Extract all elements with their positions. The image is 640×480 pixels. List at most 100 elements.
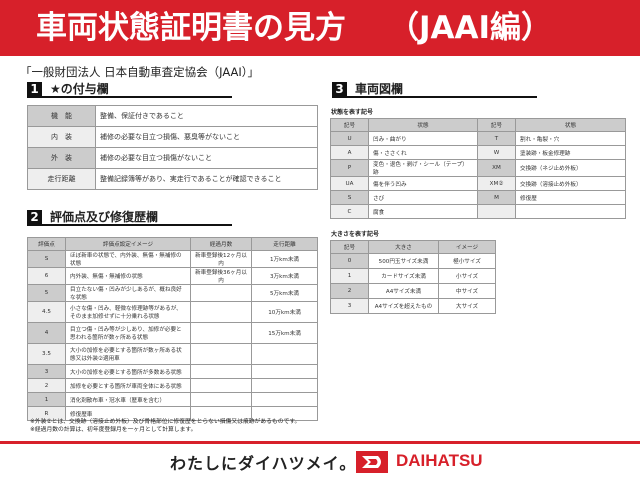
table-cell: 凹み・曲がり — [368, 131, 478, 146]
divider — [0, 441, 640, 444]
table-cell: A — [330, 145, 369, 160]
table-cell: 3 — [27, 364, 66, 379]
table-cell: 評価点 — [27, 237, 66, 251]
table-cell: 傷・ささくれ — [368, 145, 478, 160]
table-cell: 2 — [27, 378, 66, 393]
table-row: UA 傷を伴う凹み XM② 交換跡（溶接止め外板） — [330, 176, 626, 191]
table-row: 4 目立つ傷・凹み等が少しあり、加修が必要と思われる箇所が数ヶ所ある状態 15万km… — [27, 322, 318, 344]
table-cell: 3 — [330, 298, 369, 314]
table-row: 3 大小の加修を必要とする箇所が多数ある状態 — [27, 364, 318, 379]
grade-table: 評価点 評価点設定イメージ 経過月数 走行距離 S ほぼ新車の状態で、内外装、無傷・無補修… — [27, 237, 318, 421]
table-cell: 交換跡（溶接止め外板） — [515, 176, 626, 191]
table-cell: 5 — [27, 284, 66, 302]
table-cell: 走行距離 — [251, 237, 318, 251]
table-cell: 走行距離 — [27, 168, 96, 190]
table-cell: 新車登録後12ヶ月以内 — [190, 250, 252, 268]
table-cell: 機 能 — [27, 105, 96, 127]
table-cell: 状態 — [368, 118, 478, 132]
section-title: 車両図欄 — [355, 82, 404, 96]
table-header: 評価点 評価点設定イメージ 経過月数 走行距離 — [27, 237, 318, 251]
section-number: 1 — [27, 82, 42, 97]
table-cell: 整備記録簿等があり、実走行であることが確認できること — [95, 168, 318, 190]
table-cell: 記号 — [477, 118, 516, 132]
section-title: 評価点及び修復歴欄 — [50, 210, 159, 224]
table-cell: 記号 — [330, 118, 369, 132]
page-title: 車両状態証明書の見方 — [36, 10, 346, 46]
table-cell: 経過月数 — [190, 237, 252, 251]
table-cell: XM② — [477, 176, 516, 191]
table-cell: R — [27, 406, 66, 421]
table-cell — [190, 364, 252, 379]
organization-name: 「一般財団法人 日本自動車査定協会（JAAI）」 — [20, 65, 260, 79]
table-row: 1 消化剤散布車・冠水車（歴車を含む） — [27, 392, 318, 407]
table-cell: 10万km未満 — [251, 301, 318, 323]
table-cell: 大小の加修を必要とする箇所が数ヶ所ある状態又は外装②適用車 — [65, 343, 191, 365]
table-row: 5 目立たない傷・凹みが少しあるが、概ね良好な状態 5万km未満 — [27, 284, 318, 302]
table-cell — [251, 364, 318, 379]
table-row: 6 内外装、無傷・無補修の状態 新車登録後36ヶ月以内 3万km未満 — [27, 267, 318, 285]
page-subtitle: （JAAI編） — [388, 10, 553, 46]
section-title: ★の付与欄 — [50, 82, 109, 96]
table-cell: 補修の必要な目立つ損傷がないこと — [95, 147, 318, 169]
table-header: 記号 状態 記号 状態 — [330, 118, 626, 132]
condition-label: 状態を表す記号 — [331, 109, 374, 116]
table-row: 3 A4サイズを超えたもの 大サイズ — [330, 298, 496, 314]
table-cell: XM — [477, 159, 516, 177]
table-row: 内 装補修の必要な目立つ損傷、悪臭等がないこと — [27, 126, 318, 148]
table-row: C 腐食 — [330, 204, 626, 219]
table-cell: 中サイズ — [438, 283, 496, 299]
table-cell — [190, 301, 252, 323]
table-cell: 外 装 — [27, 147, 96, 169]
note: ※外装②とは、交換跡（溶接止め外板）及び骨格部位に修復歴をとらない損傷又は痕跡が… — [30, 419, 301, 425]
table-cell: イメージ — [438, 240, 496, 254]
table-cell: 1 — [330, 268, 369, 284]
table-cell: さび — [368, 190, 478, 205]
table-cell: 0 — [330, 253, 369, 269]
table-row: 1 カードサイズ未満 小サイズ — [330, 268, 496, 284]
table-header: 記号 大きさ イメージ — [330, 240, 496, 254]
section3-heading: 3 車両図欄 — [332, 82, 537, 98]
table-cell: S — [27, 250, 66, 268]
table-cell: 4.5 — [27, 301, 66, 323]
table-cell: 3万km未満 — [251, 267, 318, 285]
table-cell: 修復歴 — [515, 190, 626, 205]
section-number: 3 — [332, 82, 347, 97]
table-cell: 大サイズ — [438, 298, 496, 314]
table-cell: 極小サイズ — [438, 253, 496, 269]
table-cell: 3.5 — [27, 343, 66, 365]
table-row: 外 装補修の必要な目立つ損傷がないこと — [27, 147, 318, 169]
table-cell: 小サイズ — [438, 268, 496, 284]
table-row: 0 500円玉サイズ未満 極小サイズ — [330, 253, 496, 269]
table-cell: 消化剤散布車・冠水車（歴車を含む） — [65, 392, 191, 407]
table-row: S ほぼ新車の状態で、内外装、無傷・無補修の状態 新車登録後12ヶ月以内 1万km未満 — [27, 250, 318, 268]
page-header: 車両状態証明書の見方 （JAAI編） — [0, 0, 640, 56]
table-cell: カードサイズ未満 — [368, 268, 439, 284]
daihatsu-logo-icon — [356, 451, 388, 473]
table-cell — [190, 392, 252, 407]
table-cell: 1万km未満 — [251, 250, 318, 268]
table-cell — [190, 343, 252, 365]
table-cell: 記号 — [330, 240, 369, 254]
table-cell: UA — [330, 176, 369, 191]
table-row: 3.5 大小の加修を必要とする箇所が数ヶ所ある状態又は外装②適用車 — [27, 343, 318, 365]
table-cell: A4サイズを超えたもの — [368, 298, 439, 314]
table-cell: 評価点設定イメージ — [65, 237, 191, 251]
table-cell — [251, 378, 318, 393]
table-cell: 2 — [330, 283, 369, 299]
table-cell: 1 — [27, 392, 66, 407]
table-row: S さび M 修復歴 — [330, 190, 626, 205]
table-row: 4.5 小さな傷・凹み、軽微な修理跡等があるが、そのまま加修せずに十分乗れる状態 1… — [27, 301, 318, 323]
table-cell: 状態 — [515, 118, 626, 132]
table-row: 走行距離 整備記録簿等があり、実走行であることが確認できること — [27, 168, 318, 190]
table-cell: S — [330, 190, 369, 205]
brand-name: DAIHATSU — [396, 451, 483, 470]
table-cell — [190, 322, 252, 344]
size-label: 大きさを表す記号 — [331, 231, 380, 238]
table-cell: 5万km未満 — [251, 284, 318, 302]
table-row: U 凹み・曲がり T 割れ・亀裂・穴 — [330, 131, 626, 146]
table-cell: 目立つ傷・凹み等が少しあり、加修が必要と思われる箇所が数ヶ所ある状態 — [65, 322, 191, 344]
table-cell: 交換跡（ネジ止め外板） — [515, 159, 626, 177]
table-cell — [251, 343, 318, 365]
table-cell: 整備、保証付きであること — [95, 105, 318, 127]
table-cell — [190, 284, 252, 302]
